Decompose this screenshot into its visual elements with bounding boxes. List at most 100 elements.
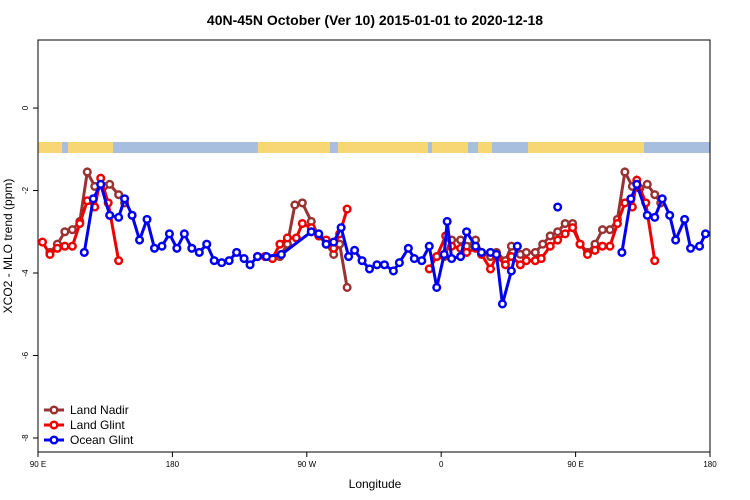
data-point [336,223,346,233]
data-point [60,241,70,251]
data-point [671,235,681,245]
data-point [515,260,525,270]
legend-marker [49,435,59,445]
data-point [394,258,404,268]
legend-label: Land Nadir [70,403,129,417]
data-point [632,179,642,189]
data-point [252,251,263,262]
data-point [297,218,307,229]
data-point [67,241,77,251]
land-mask [38,142,710,153]
data-point [665,210,675,220]
data-point [67,225,77,235]
data-point [432,251,442,262]
data-point [342,282,352,292]
data-point [456,251,466,262]
x-tick-label: 180 [166,460,180,469]
plot-frame [37,39,711,453]
data-point [462,247,472,257]
data-point [364,264,375,274]
data-point [134,235,145,245]
data-point [545,241,555,251]
data-point [626,194,636,204]
data-point [142,214,152,224]
data-point [403,243,413,253]
data-point [209,256,219,266]
legend-label: Land Glint [70,418,125,432]
data-point [545,231,555,241]
data-point [388,266,398,276]
x-axis-label: Longitude [349,477,402,491]
data-point [560,218,570,229]
data-point [582,249,593,260]
data-point [37,237,48,247]
data-point [306,227,316,237]
data-point [357,256,367,266]
data-point [447,254,457,264]
x-tick-label: 90 E [567,460,583,469]
data-point [560,229,570,239]
data-point [680,214,690,224]
data-point [424,241,434,251]
data-point [642,210,652,220]
y-axis-label: XCO2 - MLO trend (ppm) [1,179,15,314]
data-point [590,245,600,255]
data-point [617,247,627,257]
chart-title: 40N-45N October (Ver 10) 2015-01-01 to 2… [207,12,543,28]
data-point [500,260,510,270]
data-point [409,254,419,264]
data-point [497,299,507,309]
data-point [620,198,630,208]
data-point [538,239,548,249]
data-point [114,190,124,200]
data-point [297,198,307,208]
x-tick-label: 90 W [297,460,316,469]
data-point [276,249,286,260]
data-point [650,190,660,200]
data-point [597,241,608,251]
data-point [149,243,160,253]
data-point [439,249,449,260]
data-point [282,233,292,243]
data-point [75,218,85,229]
data-point [82,167,92,177]
data-point [372,260,382,270]
data-point [568,223,578,233]
data-point [45,249,55,260]
data-point [379,260,390,270]
data-point [642,179,652,189]
data-point [536,254,546,264]
data-point [553,227,563,237]
data-point [553,202,563,212]
data-point [350,245,360,255]
data-point [521,247,531,257]
data-point [657,194,667,204]
x-tick-label: 0 [439,460,444,469]
data-point [650,212,660,222]
data-point [530,247,540,257]
legend-marker [49,420,59,430]
data-point [620,167,630,177]
data-point [650,256,660,266]
data-point [187,243,197,253]
y-tick-label: 0 [21,105,30,110]
data-point [342,204,352,214]
data-point [96,179,106,189]
y-tick-label: -4 [21,269,30,277]
data-point [127,210,137,220]
data-point [224,256,234,266]
data-point [597,225,608,235]
data-point [232,247,242,257]
data-point [105,210,115,220]
data-point [485,264,496,274]
data-point [470,241,481,251]
y-tick-label: -2 [21,186,30,194]
legend-marker [49,405,59,415]
data-point [217,258,227,268]
data-point [476,247,487,257]
data-point [114,212,124,222]
data-point [114,256,124,266]
data-point [314,229,324,239]
